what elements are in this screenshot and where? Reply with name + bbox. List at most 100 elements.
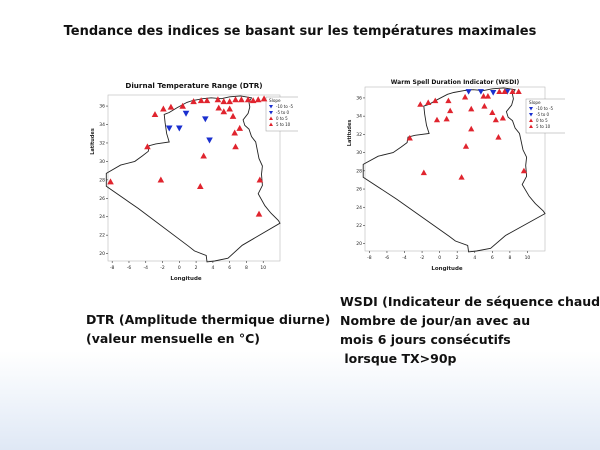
legend-entry: 0 to 5	[276, 116, 288, 121]
y-tick-label: 20	[99, 251, 105, 257]
x-tick-label: 2	[456, 255, 459, 261]
dtr-caption-line: (valeur mensuelle en °C)	[86, 331, 260, 346]
station-increase-marker	[254, 96, 262, 103]
station-increase-marker	[501, 88, 508, 95]
wsdi-caption-line: WSDI (Indicateur de séquence chaude)	[340, 294, 600, 309]
station-increase-marker	[231, 129, 238, 136]
station-increase-marker	[515, 88, 522, 95]
x-tick-label: 8	[508, 255, 511, 261]
algeria-border	[105, 95, 281, 263]
y-tick-label: 34	[356, 114, 362, 120]
station-increase-marker	[499, 114, 506, 121]
station-increase-marker	[260, 95, 268, 102]
station-increase-marker	[197, 97, 205, 104]
station-increase-marker	[200, 152, 207, 159]
station-increase-marker	[468, 105, 475, 112]
legend-entry: -5 to 0	[536, 112, 550, 117]
x-tick-label: -2	[160, 265, 165, 271]
x-tick-label: -4	[144, 265, 149, 271]
station-increase-marker	[249, 97, 257, 104]
y-tick-label: 30	[99, 159, 105, 165]
station-increase-marker	[492, 116, 499, 123]
y-tick-label: 36	[99, 104, 105, 110]
dtr-chart: Diurnal Temperature Range (DTR) -8 -6 -4 -2 0…	[90, 81, 298, 282]
x-tick-label: 4	[211, 265, 214, 271]
dtr-caption-line: DTR (Amplitude thermique diurne)	[86, 312, 331, 327]
wsdi-chart: Warm Spell Duration Indicator (WSDI) -8 -6…	[347, 79, 565, 272]
y-tick-label: 28	[356, 168, 362, 174]
dtr-chart-panel: Diurnal Temperature Range (DTR) -8 -6 -4 -2 0…	[88, 78, 298, 288]
station-increase-marker	[196, 183, 204, 189]
y-tick-label: 26	[356, 187, 362, 193]
station-decrease-marker	[182, 110, 190, 117]
station-increase-marker	[484, 93, 492, 99]
station-decrease-marker	[165, 125, 173, 132]
legend-triangle-down-icon	[269, 105, 273, 109]
station-increase-marker	[256, 176, 264, 183]
y-tick-label: 22	[356, 223, 362, 229]
legend-entry: 5 to 10	[276, 122, 291, 127]
y-tick-label: 30	[356, 150, 362, 156]
chart-title: Diurnal Temperature Range (DTR)	[125, 81, 262, 90]
x-tick-label: 0	[178, 265, 181, 271]
station-increase-marker	[226, 98, 233, 105]
station-increase-marker	[190, 98, 197, 105]
plot-frame	[107, 94, 281, 262]
y-tick-label: 36	[356, 95, 362, 101]
wsdi-caption-line: mois 6 jours consécutifs	[340, 332, 511, 347]
legend-triangle-down-icon	[269, 111, 273, 115]
x-tick-label: -6	[385, 255, 390, 261]
legend-entry: -10 to -5	[276, 104, 294, 109]
station-increase-marker	[238, 96, 245, 103]
legend-triangle-up-icon	[269, 122, 273, 126]
station-increase-marker	[417, 101, 424, 107]
station-increase-marker	[157, 176, 165, 183]
station-increase-marker	[481, 103, 488, 109]
y-tick-label: 32	[99, 140, 105, 146]
x-tick-label: 10	[525, 255, 531, 261]
x-tick-label: 2	[195, 265, 198, 271]
legend-entry: -10 to -5	[536, 106, 554, 111]
station-decrease-marker	[176, 125, 183, 132]
station-increase-marker	[420, 169, 427, 176]
station-decrease-marker	[490, 89, 497, 96]
x-tick-label: -4	[402, 255, 407, 261]
station-increase-marker	[480, 93, 487, 99]
legend-entry: -5 to 0	[276, 110, 290, 115]
legend: Slope-10 to -5-5 to 00 to 55 to 10	[265, 96, 298, 132]
station-increase-marker	[520, 167, 528, 174]
x-tick-label: -8	[110, 265, 115, 271]
legend: Slope-10 to -5-5 to 00 to 55 to 10	[525, 98, 565, 134]
station-increase-marker	[495, 134, 502, 140]
y-axis-label: Latitudes	[347, 120, 353, 147]
station-increase-marker	[151, 111, 159, 118]
y-tick-label: 24	[356, 205, 362, 211]
algeria-border	[362, 87, 546, 253]
legend-entry: 0 to 5	[536, 118, 548, 123]
station-increase-marker	[462, 143, 470, 149]
x-tick-label: 10	[260, 265, 266, 271]
x-axis-label: Longitude	[431, 266, 463, 272]
station-increase-marker	[203, 97, 211, 104]
y-tick-label: 34	[99, 122, 105, 128]
x-tick-label: 6	[228, 265, 231, 271]
legend-title: Slope	[269, 98, 281, 103]
station-increase-marker	[160, 105, 167, 112]
x-tick-label: 8	[245, 265, 248, 271]
y-tick-label: 32	[356, 132, 362, 138]
station-increase-marker	[433, 116, 441, 123]
slide-title: Tendance des indices se basant sur les t…	[63, 24, 537, 39]
legend-triangle-down-icon	[529, 113, 533, 117]
x-tick-label: 4	[473, 255, 476, 261]
legend-triangle-up-icon	[529, 118, 533, 122]
y-tick-label: 22	[99, 233, 105, 239]
station-increase-marker	[244, 96, 252, 103]
y-tick-label: 26	[99, 196, 105, 202]
plot-frame	[364, 86, 546, 252]
station-increase-marker	[220, 98, 228, 105]
station-increase-marker	[447, 107, 454, 114]
legend-triangle-up-icon	[269, 116, 273, 120]
station-decrease-marker	[202, 116, 209, 123]
station-increase-marker	[167, 103, 175, 110]
